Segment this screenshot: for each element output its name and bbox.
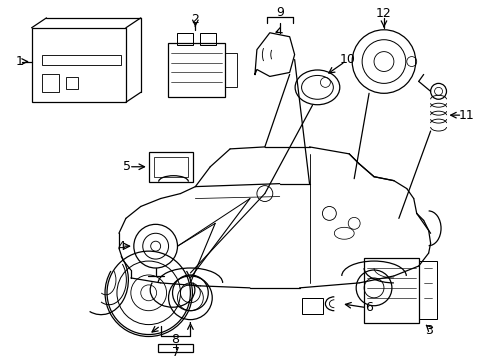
Bar [32, 28, 125, 102]
Text: 10: 10 [339, 53, 354, 66]
Text: 7: 7 [171, 346, 179, 359]
Bar [153, 157, 188, 177]
Bar [364, 258, 418, 323]
Bar [41, 55, 121, 64]
Text: 5: 5 [122, 160, 131, 173]
Text: 3: 3 [424, 324, 432, 337]
Bar [157, 345, 193, 352]
Bar [177, 33, 193, 45]
Bar [224, 53, 237, 87]
Bar [148, 152, 193, 182]
Text: 12: 12 [375, 8, 391, 21]
Text: 11: 11 [458, 109, 473, 122]
Bar [200, 33, 216, 45]
Bar [301, 298, 323, 314]
Text: 9: 9 [275, 6, 283, 19]
Text: 1: 1 [16, 55, 23, 68]
Bar [41, 75, 59, 92]
Text: 8: 8 [171, 333, 179, 346]
Bar [66, 77, 78, 89]
Bar [167, 43, 224, 97]
Bar [418, 261, 436, 319]
Text: 6: 6 [365, 301, 372, 314]
Text: 4: 4 [117, 240, 124, 253]
Text: 2: 2 [191, 13, 199, 26]
